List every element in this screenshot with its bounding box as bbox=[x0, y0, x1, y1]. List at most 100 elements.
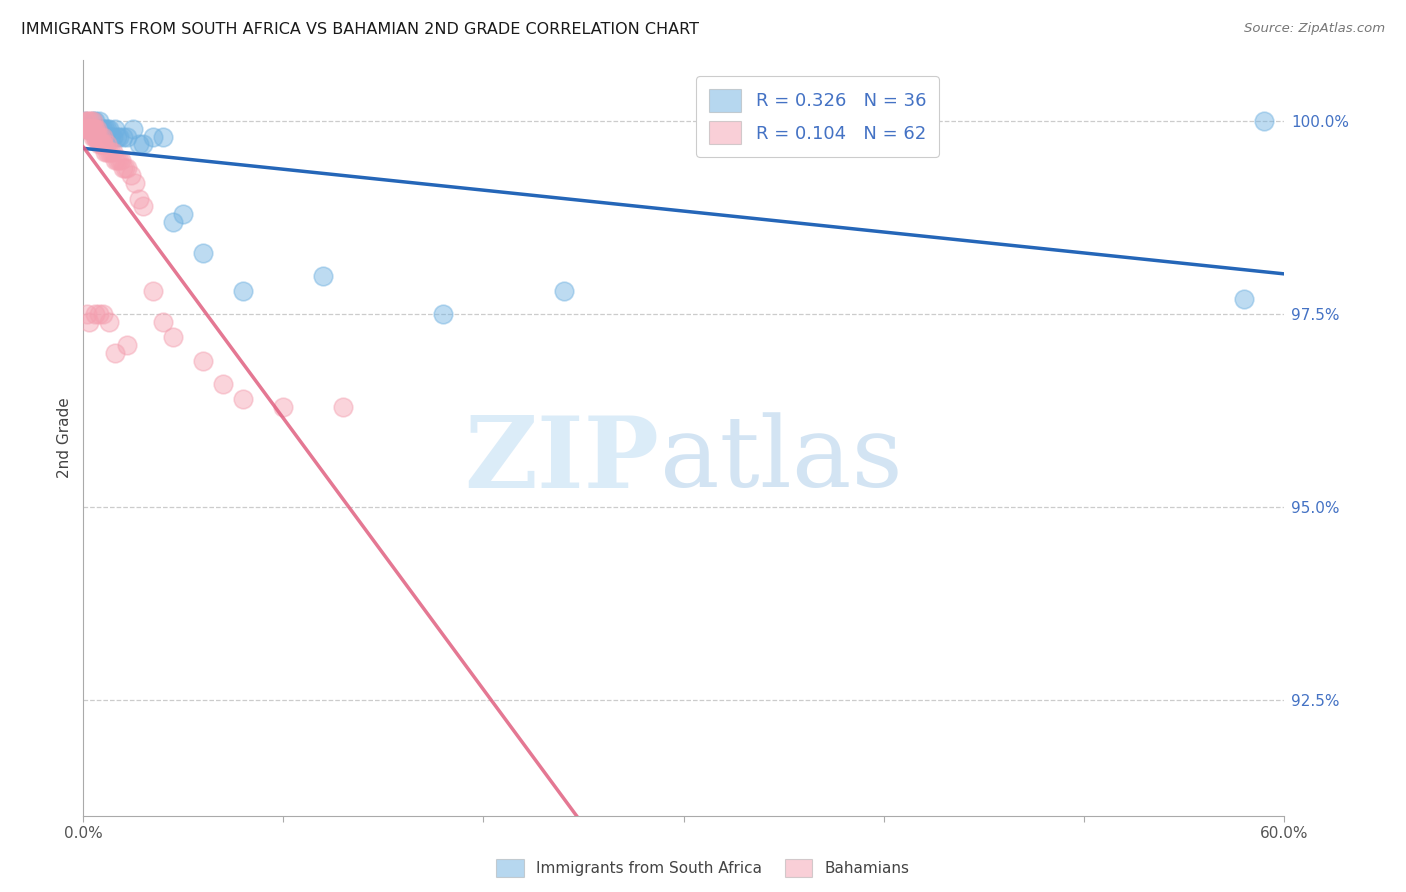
Point bbox=[152, 129, 174, 144]
Point bbox=[79, 122, 101, 136]
Point bbox=[76, 122, 98, 136]
Text: Source: ZipAtlas.com: Source: ZipAtlas.com bbox=[1244, 22, 1385, 36]
Point bbox=[91, 137, 114, 152]
Text: atlas: atlas bbox=[659, 412, 903, 508]
Point bbox=[86, 129, 108, 144]
Point bbox=[162, 330, 184, 344]
Point bbox=[172, 207, 194, 221]
Point bbox=[103, 129, 125, 144]
Point bbox=[232, 392, 254, 406]
Point bbox=[94, 122, 117, 136]
Point bbox=[84, 122, 107, 136]
Point bbox=[75, 122, 97, 136]
Text: ZIP: ZIP bbox=[465, 412, 659, 509]
Point bbox=[117, 338, 139, 352]
Point bbox=[162, 215, 184, 229]
Point bbox=[432, 307, 454, 321]
Text: IMMIGRANTS FROM SOUTH AFRICA VS BAHAMIAN 2ND GRADE CORRELATION CHART: IMMIGRANTS FROM SOUTH AFRICA VS BAHAMIAN… bbox=[21, 22, 699, 37]
Point bbox=[96, 145, 118, 160]
Point bbox=[212, 376, 235, 391]
Point bbox=[132, 199, 155, 213]
Point bbox=[104, 346, 127, 360]
Point bbox=[86, 122, 108, 136]
Legend: Immigrants from South Africa, Bahamians: Immigrants from South Africa, Bahamians bbox=[489, 852, 917, 884]
Point bbox=[273, 400, 295, 414]
Point bbox=[86, 129, 108, 144]
Point bbox=[120, 169, 142, 183]
Point bbox=[82, 122, 104, 136]
Point bbox=[332, 400, 354, 414]
Point bbox=[96, 122, 118, 136]
Point bbox=[128, 137, 150, 152]
Point bbox=[75, 114, 97, 128]
Point bbox=[79, 315, 101, 329]
Point bbox=[82, 122, 104, 136]
Point bbox=[91, 122, 114, 136]
Point bbox=[312, 268, 335, 283]
Point bbox=[110, 153, 132, 167]
Point bbox=[84, 307, 107, 321]
Point bbox=[84, 114, 107, 128]
Point bbox=[96, 137, 118, 152]
Point bbox=[76, 114, 98, 128]
Point bbox=[89, 114, 111, 128]
Point bbox=[100, 129, 122, 144]
Point bbox=[84, 129, 107, 144]
Point bbox=[89, 129, 111, 144]
Point bbox=[100, 145, 122, 160]
Point bbox=[79, 122, 101, 136]
Point bbox=[117, 129, 139, 144]
Point bbox=[105, 153, 128, 167]
Point bbox=[114, 161, 136, 175]
Point bbox=[76, 307, 98, 321]
Point bbox=[82, 129, 104, 144]
Point bbox=[89, 122, 111, 136]
Point bbox=[79, 122, 101, 136]
Point bbox=[84, 129, 107, 144]
Point bbox=[76, 122, 98, 136]
Point bbox=[124, 176, 146, 190]
Point bbox=[104, 122, 127, 136]
Point bbox=[89, 137, 111, 152]
Legend: R = 0.326   N = 36, R = 0.104   N = 62: R = 0.326 N = 36, R = 0.104 N = 62 bbox=[696, 76, 939, 157]
Point bbox=[1253, 114, 1275, 128]
Point bbox=[103, 145, 125, 160]
Point bbox=[89, 307, 111, 321]
Point bbox=[112, 161, 135, 175]
Point bbox=[80, 114, 103, 128]
Point bbox=[142, 129, 165, 144]
Point bbox=[108, 129, 131, 144]
Point bbox=[86, 122, 108, 136]
Point bbox=[98, 122, 121, 136]
Point bbox=[75, 114, 97, 128]
Point bbox=[91, 307, 114, 321]
Point bbox=[84, 122, 107, 136]
Point bbox=[232, 284, 254, 298]
Point bbox=[132, 137, 155, 152]
Point bbox=[128, 192, 150, 206]
Point bbox=[80, 122, 103, 136]
Point bbox=[122, 122, 145, 136]
Point bbox=[105, 129, 128, 144]
Point bbox=[80, 122, 103, 136]
Point bbox=[80, 122, 103, 136]
Point bbox=[193, 245, 215, 260]
Point bbox=[98, 145, 121, 160]
Point bbox=[82, 114, 104, 128]
Point bbox=[1233, 292, 1256, 306]
Point bbox=[80, 122, 103, 136]
Point bbox=[91, 137, 114, 152]
Point bbox=[90, 122, 112, 136]
Point bbox=[79, 114, 101, 128]
Point bbox=[193, 353, 215, 368]
Y-axis label: 2nd Grade: 2nd Grade bbox=[58, 397, 72, 478]
Point bbox=[82, 122, 104, 136]
Point bbox=[152, 315, 174, 329]
Point bbox=[82, 114, 104, 128]
Point bbox=[90, 137, 112, 152]
Point bbox=[91, 129, 114, 144]
Point bbox=[117, 161, 139, 175]
Point bbox=[90, 129, 112, 144]
Point bbox=[94, 145, 117, 160]
Point bbox=[98, 315, 121, 329]
